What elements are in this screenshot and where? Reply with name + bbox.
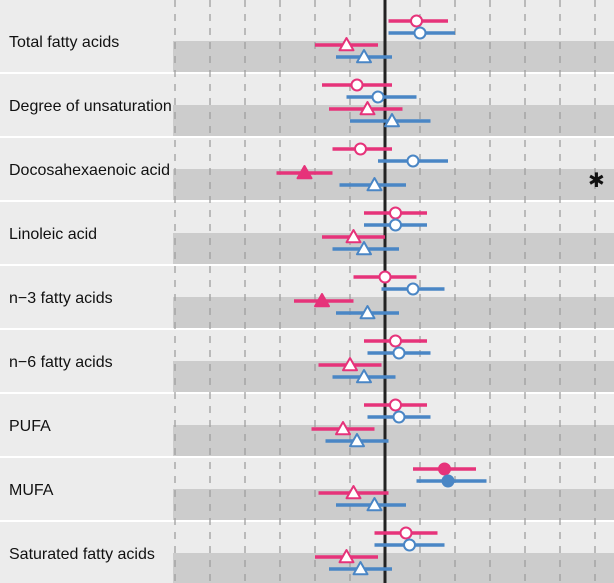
row-band-dark — [173, 553, 614, 583]
row-label: n−3 fatty acids — [9, 290, 113, 307]
estimate-triangle — [359, 101, 376, 116]
estimate-circle — [413, 26, 427, 40]
estimate-triangle — [345, 485, 362, 500]
row-band-light — [0, 393, 614, 425]
row-label: PUFA — [9, 418, 51, 435]
row-band-light — [0, 201, 614, 233]
estimate-circle — [403, 538, 416, 552]
estimate-circle — [371, 90, 385, 104]
row-label: n−6 fatty acids — [9, 354, 113, 371]
row-labels: Total fatty acids Degree of unsaturation D… — [9, 34, 605, 563]
estimate-triangle — [335, 421, 351, 436]
estimate-circle — [378, 270, 392, 284]
row-band-light — [0, 457, 614, 489]
top-strip — [0, 0, 614, 9]
estimate-circle — [389, 218, 402, 232]
estimate-triangle — [314, 293, 330, 308]
estimate-triangle — [366, 177, 383, 192]
estimate-circle — [441, 474, 455, 488]
row-label: Docosahexaenoic acid — [9, 162, 170, 179]
significance-marker: ✱ — [588, 168, 605, 192]
estimate-circle — [389, 334, 402, 348]
row-band-light — [0, 265, 614, 297]
estimate-triangle — [356, 241, 372, 256]
row-band-dark — [173, 425, 614, 457]
estimate-circle — [406, 154, 420, 168]
row-band-light — [0, 137, 614, 169]
estimate-circle — [410, 14, 423, 28]
estimate-triangle — [338, 549, 355, 564]
row-label: Saturated fatty acids — [9, 546, 155, 563]
row-band-light — [0, 329, 614, 361]
estimate-triangle — [345, 229, 362, 244]
estimate-triangle — [384, 113, 400, 128]
estimate-triangle — [342, 357, 358, 372]
row-band-light — [0, 521, 614, 553]
estimate-circle — [389, 206, 402, 220]
estimate-circle — [438, 462, 451, 476]
estimate-circle — [406, 282, 420, 296]
estimate-triangle — [366, 497, 383, 512]
estimate-circle — [392, 410, 406, 424]
row-band-dark — [173, 41, 614, 73]
estimate-triangle — [356, 369, 372, 384]
estimate-triangle — [359, 305, 376, 320]
row-label: MUFA — [9, 482, 54, 499]
estimate-triangle — [338, 37, 355, 52]
estimate-circle — [350, 78, 364, 92]
estimate-circle — [354, 142, 367, 156]
row-label: Degree of unsaturation — [9, 98, 172, 115]
row-label: Total fatty acids — [9, 34, 119, 51]
row-label: Linoleic acid — [9, 226, 97, 243]
estimate-triangle — [296, 165, 313, 180]
estimate-triangle — [356, 49, 372, 64]
estimate-circle — [399, 526, 413, 540]
data-marks — [276, 14, 487, 576]
row-band-light — [0, 73, 614, 105]
estimate-circle — [389, 398, 402, 412]
row-band-light — [0, 9, 614, 41]
estimate-circle — [392, 346, 406, 360]
estimate-triangle — [352, 561, 369, 576]
estimate-triangle — [349, 433, 365, 448]
